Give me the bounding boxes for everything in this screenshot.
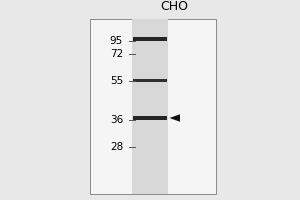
FancyBboxPatch shape bbox=[90, 19, 216, 194]
Polygon shape bbox=[169, 114, 180, 122]
Bar bbox=[133, 116, 167, 120]
Text: 36: 36 bbox=[110, 115, 123, 125]
Text: 28: 28 bbox=[110, 142, 123, 152]
Bar bbox=[133, 37, 167, 41]
Text: 72: 72 bbox=[110, 49, 123, 59]
FancyBboxPatch shape bbox=[132, 19, 168, 194]
Text: 55: 55 bbox=[110, 76, 123, 86]
Text: 95: 95 bbox=[110, 36, 123, 46]
Bar bbox=[133, 79, 167, 82]
Text: CHO: CHO bbox=[160, 0, 188, 13]
